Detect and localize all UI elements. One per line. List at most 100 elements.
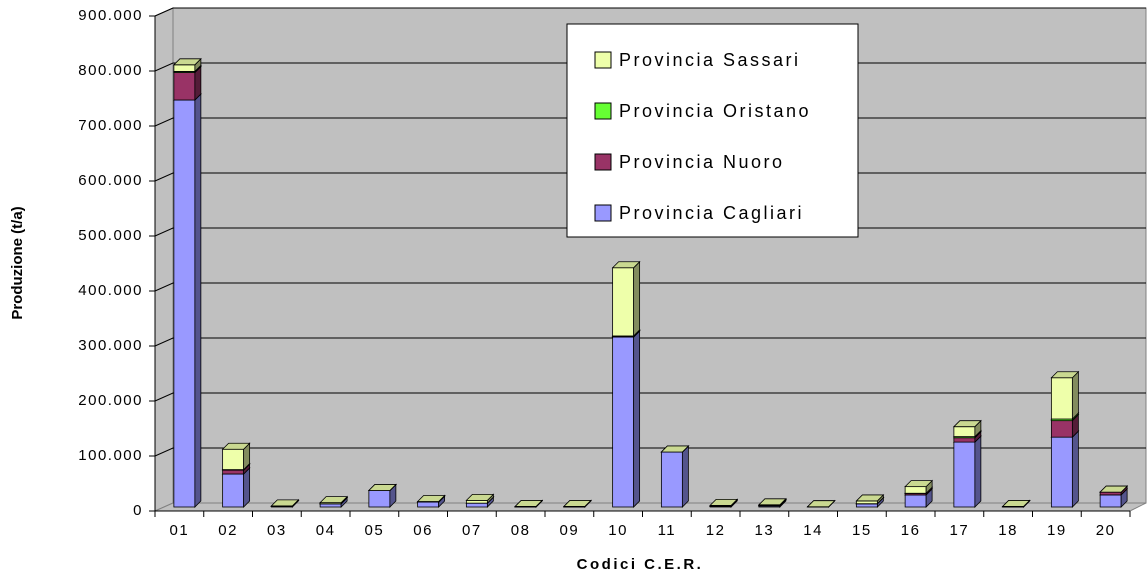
bar-segment — [270, 498, 300, 508]
grid-line — [154, 447, 1146, 457]
y-axis-title: Produzione (t/a) — [9, 206, 26, 319]
bar-front — [173, 72, 196, 101]
legend-label: Provincia Cagliari — [619, 203, 804, 223]
bar-front — [417, 501, 440, 508]
bar-front — [368, 490, 391, 508]
bar-segment — [1050, 430, 1080, 508]
legend-swatch — [594, 153, 612, 171]
bar-segment — [1099, 485, 1129, 493]
bar-front — [855, 500, 878, 505]
legend-swatch — [594, 102, 612, 120]
bar-side — [633, 260, 641, 337]
bar-front — [612, 267, 635, 337]
bar-segment — [660, 445, 690, 453]
bar-top — [1001, 500, 1031, 507]
bar-front — [904, 494, 927, 508]
legend-box — [566, 23, 859, 238]
bar-top — [416, 495, 446, 502]
legend-label: Provincia Nuoro — [619, 152, 785, 172]
bar-front — [1099, 491, 1122, 496]
bar-front — [953, 437, 976, 443]
bar-top — [221, 442, 251, 450]
y-tick-label: 800.000 — [78, 62, 143, 79]
bar-segment — [465, 493, 495, 505]
bar-top — [660, 445, 690, 453]
x-tick-label: 12 — [706, 522, 726, 539]
bar-side — [1071, 430, 1079, 508]
bar-front — [660, 451, 683, 508]
bar-side — [633, 330, 641, 508]
bar-segment — [952, 435, 982, 508]
floor — [154, 502, 1147, 512]
side-wall — [154, 7, 174, 512]
x-tick-label: 10 — [608, 522, 628, 539]
x-tick-label: 07 — [462, 522, 482, 539]
y-tick-label: 100.000 — [78, 447, 143, 464]
bar-segment — [806, 500, 836, 508]
bar-front — [1050, 436, 1073, 508]
bar-front — [904, 486, 927, 494]
bar-top — [952, 420, 982, 428]
y-tick-label: 900.000 — [78, 7, 143, 24]
bar-segment — [367, 484, 397, 491]
bar-side — [243, 467, 251, 508]
bar-front — [465, 499, 488, 504]
bar-top — [562, 500, 592, 507]
grid-line — [154, 392, 1146, 402]
bar-front — [173, 99, 196, 508]
bar-segment — [904, 479, 934, 495]
bar-top — [709, 498, 739, 506]
bar-segment — [1001, 499, 1031, 508]
bar-segment — [757, 497, 787, 507]
bar-side — [974, 435, 982, 508]
x-tick-label: 08 — [511, 522, 531, 539]
bar-top — [1099, 485, 1129, 493]
x-tick-label: 09 — [560, 522, 580, 539]
bar-segment — [172, 93, 202, 508]
y-tick-label: 400.000 — [78, 282, 143, 299]
legend-swatch — [594, 51, 612, 69]
bar-segment — [172, 57, 202, 73]
bar-top — [757, 498, 787, 506]
bar-front — [222, 469, 245, 475]
x-tick-label: 19 — [1047, 522, 1067, 539]
bar-front — [319, 503, 342, 508]
bar-top — [806, 500, 836, 508]
y-tick-label: 300.000 — [78, 337, 143, 354]
x-tick-label: 06 — [413, 522, 433, 539]
bar-segment — [952, 419, 982, 438]
legend: Provincia Cagliari Provincia Nuoro Provinc… — [566, 23, 859, 238]
bar-front — [953, 426, 976, 438]
bar-segment — [562, 499, 592, 508]
y-tick-label: 0 — [133, 502, 143, 519]
bar-segment — [319, 495, 349, 505]
bar-side — [194, 93, 202, 508]
bar-front — [1050, 377, 1073, 420]
bar-front — [612, 336, 635, 508]
bar-front — [855, 503, 878, 508]
y-tick-label: 700.000 — [78, 117, 143, 134]
bar-top — [514, 500, 544, 507]
bar-front — [1099, 494, 1122, 508]
bar-segment — [611, 260, 641, 337]
bar-segment — [416, 494, 446, 504]
x-tick-label: 01 — [170, 522, 190, 539]
x-tick-label: 05 — [365, 522, 385, 539]
bar-top — [611, 261, 641, 269]
x-tick-label: 13 — [755, 522, 775, 539]
y-tick-label: 200.000 — [78, 392, 143, 409]
bar-segment — [514, 499, 544, 508]
bar-top — [855, 494, 885, 502]
grid-line — [154, 337, 1146, 347]
bar-top — [172, 58, 202, 66]
bar-segment — [855, 493, 885, 505]
bar-top — [904, 480, 934, 488]
bar-top — [465, 493, 495, 501]
x-tick-label: 11 — [658, 522, 677, 539]
x-tick-label: 15 — [852, 522, 872, 539]
bar-front — [222, 448, 245, 471]
x-tick-label: 02 — [218, 522, 238, 539]
bar-side — [1071, 370, 1079, 420]
bar-front — [1050, 420, 1073, 438]
